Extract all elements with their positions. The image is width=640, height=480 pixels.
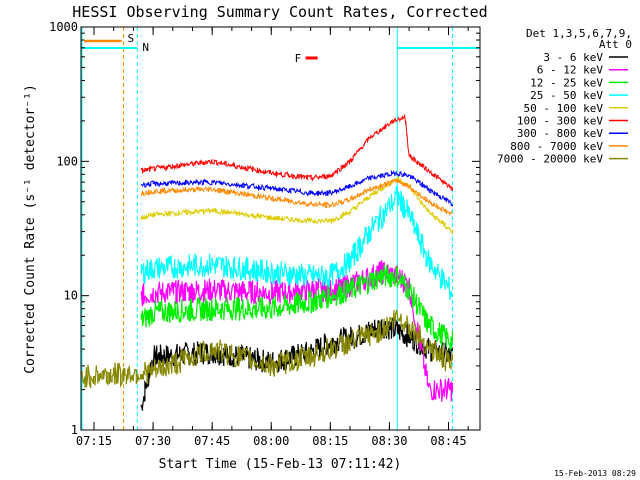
legend-header: Det 1,3,5,6,7,9,: [526, 27, 632, 40]
series-6-line: [140, 114, 453, 192]
plot-frame: [80, 26, 481, 431]
annotation-n: N: [142, 41, 149, 54]
legend-entry-label: 50 - 100 keV: [524, 102, 604, 115]
cyan-markers: [81, 27, 480, 430]
annotations: SN F: [84, 32, 318, 65]
legend-entry-label: 800 - 7000 keV: [510, 140, 603, 153]
legend-header: Att 0: [599, 38, 632, 51]
legend-entry-label: 300 - 800 keV: [517, 127, 603, 140]
legend-entry-label: 7000 - 20000 keV: [497, 153, 603, 166]
chart-title: HESSI Observing Summary Count Rates, Cor…: [72, 3, 487, 21]
x-axis-label: Start Time (15-Feb-13 07:11:42): [159, 457, 402, 472]
x-tick-label: 07:15: [76, 434, 112, 448]
x-tick-label: 07:30: [135, 434, 171, 448]
series-1-line: [140, 317, 453, 411]
timestamp: 15-Feb-2013 08:29: [554, 469, 636, 478]
y-tick-label: 10: [64, 289, 78, 303]
series-5-line: [140, 176, 453, 235]
y-tick-label: 100: [56, 154, 78, 168]
y-tick-label: 1: [71, 423, 78, 437]
legend-entry-label: 6 - 12 keV: [537, 64, 604, 77]
x-tick-label: 08:00: [253, 434, 289, 448]
series-9-line: [81, 309, 453, 389]
annotation-f: F: [295, 52, 302, 65]
x-tick-label: 08:30: [371, 434, 407, 448]
y-axis-label: Corrected Count Rate (s⁻¹ detector⁻¹): [23, 84, 38, 374]
series-3-line: [140, 264, 453, 352]
series-7-line: [140, 169, 453, 207]
series-lines: [81, 114, 453, 411]
y-tick-label: 1000: [49, 20, 78, 34]
series-8-line: [140, 178, 453, 216]
legend-entry-label: 100 - 300 keV: [517, 115, 603, 128]
x-tick-label: 08:45: [430, 434, 466, 448]
annotation-s: S: [128, 32, 135, 45]
axis-ticks: 07:15 07:30 07:45 08:00 08:15 08:30 08:45 1 10 10…: [49, 20, 480, 448]
legend-entry-label: 12 - 25 keV: [530, 76, 603, 89]
legend-entry-label: 3 - 6 keV: [543, 51, 603, 64]
x-tick-label: 07:45: [194, 434, 230, 448]
series-4-line: [140, 186, 453, 301]
legend-entry-label: 25 - 50 keV: [530, 89, 603, 102]
x-tick-label: 08:15: [312, 434, 348, 448]
